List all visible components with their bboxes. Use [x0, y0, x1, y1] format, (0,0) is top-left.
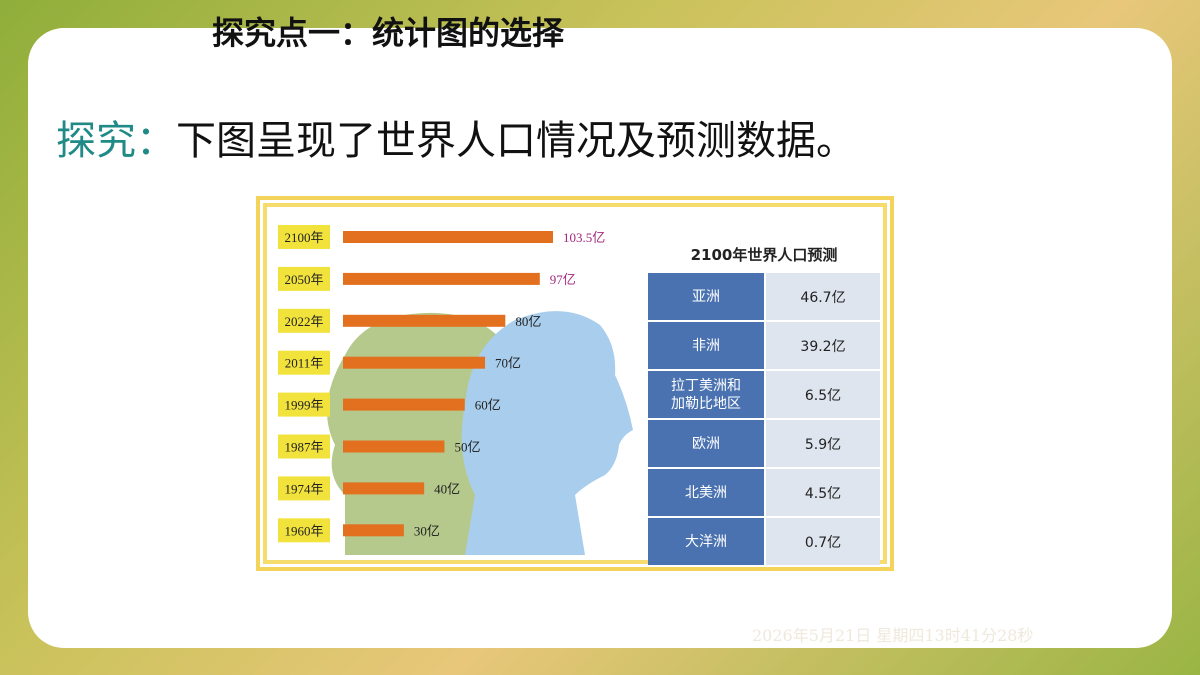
table-title: 2100年世界人口预测 — [690, 246, 838, 264]
timestamp: 2026年5月21日 星期四13时41分28秒 — [752, 626, 1034, 645]
table-row: 亚洲 46.7亿 — [648, 273, 880, 320]
value-label: 50亿 — [454, 440, 480, 455]
value-label: 60亿 — [475, 398, 501, 413]
bar — [343, 398, 465, 411]
category-box — [278, 434, 330, 459]
population-cell: 39.2亿 — [766, 322, 880, 369]
cell-text: 4.5亿 — [804, 485, 842, 502]
value-label: 103.5亿 — [563, 230, 605, 245]
cell-text: 39.2亿 — [800, 338, 846, 355]
category-label: 2011年 — [285, 356, 324, 371]
table-row: 非洲 39.2亿 — [648, 322, 880, 369]
category-label: 1987年 — [284, 440, 323, 455]
value-label: 40亿 — [434, 481, 460, 496]
category-box — [278, 225, 330, 249]
category-box — [278, 266, 330, 291]
bar — [343, 482, 425, 495]
category-label: 1999年 — [284, 398, 323, 413]
slide-title: 探究点一：统计图的选择 — [212, 14, 565, 52]
cell-text: 46.7亿 — [800, 289, 846, 306]
region-cell: 非洲 — [648, 322, 766, 369]
category-box — [278, 392, 330, 417]
category-box — [278, 476, 330, 501]
prompt: 探究：下图呈现了世界人口情况及预测数据。 — [56, 108, 856, 166]
value-label: 70亿 — [495, 356, 521, 371]
prompt-label: 探究： — [56, 118, 176, 164]
category-box — [278, 350, 330, 375]
cell-text: 拉丁美洲和加勒比地区 — [671, 377, 741, 412]
bar — [343, 524, 404, 537]
bar-chart: 2100年 103.5亿 2050年 97亿 2022年 80亿 2011年 70亿 1999年… — [278, 225, 605, 543]
value-label: 97亿 — [550, 272, 576, 287]
cell-text: 欧洲 — [692, 435, 720, 452]
category-label: 1960年 — [284, 523, 323, 538]
cell-text: 大洋洲 — [685, 533, 727, 550]
bar — [343, 231, 553, 243]
population-cell: 0.7亿 — [766, 518, 880, 565]
category-box — [278, 308, 330, 333]
table-row: 拉丁美洲和加勒比地区 6.5亿 — [648, 371, 880, 418]
cell-text: 北美洲 — [685, 484, 727, 501]
value-label: 80亿 — [515, 314, 541, 329]
region-cell: 欧洲 — [648, 420, 766, 467]
region-cell: 亚洲 — [648, 273, 766, 320]
silhouette-blue — [461, 311, 633, 555]
category-box — [278, 518, 330, 543]
bar — [343, 272, 540, 285]
forecast-table: 2100年世界人口预测 亚洲 46.7亿非洲 39.2亿拉丁美洲和加勒比地区 6.5亿… — [648, 244, 880, 567]
value-label: 30亿 — [414, 523, 440, 538]
bar — [343, 440, 445, 453]
category-label: 2022年 — [284, 314, 323, 329]
prompt-text: 下图呈现了世界人口情况及预测数据。 — [176, 118, 856, 164]
cell-text: 5.9亿 — [804, 436, 842, 453]
population-cell: 5.9亿 — [766, 420, 880, 467]
table-body: 亚洲 46.7亿非洲 39.2亿拉丁美洲和加勒比地区 6.5亿欧洲 5.9亿北美洲 4.5… — [648, 273, 880, 565]
region-cell: 大洋洲 — [648, 518, 766, 565]
category-label: 2050年 — [284, 272, 323, 287]
region-cell: 北美洲 — [648, 469, 766, 516]
table-row: 北美洲 4.5亿 — [648, 469, 880, 516]
category-label: 2100年 — [284, 230, 323, 245]
table-row: 大洋洲 0.7亿 — [648, 518, 880, 565]
table-row: 欧洲 5.9亿 — [648, 420, 880, 467]
cell-text: 亚洲 — [692, 288, 720, 305]
cell-text: 6.5亿 — [804, 387, 842, 404]
region-cell: 拉丁美洲和加勒比地区 — [648, 371, 766, 418]
cell-text: 0.7亿 — [804, 534, 842, 551]
population-cell: 46.7亿 — [766, 273, 880, 320]
category-label: 1974年 — [284, 481, 323, 496]
cell-text: 非洲 — [692, 337, 720, 354]
bar — [343, 356, 486, 369]
bar — [343, 314, 506, 327]
population-cell: 6.5亿 — [766, 371, 880, 418]
population-cell: 4.5亿 — [766, 469, 880, 516]
